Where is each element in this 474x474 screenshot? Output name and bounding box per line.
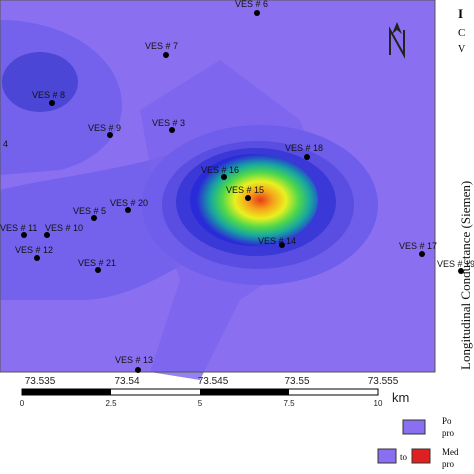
ves-label: VES # 17 <box>399 241 437 251</box>
ves-label: VES # 13 <box>115 355 153 365</box>
ves-label: VES # 10 <box>45 223 83 233</box>
legend-swatch <box>402 419 426 435</box>
ves-dot <box>135 367 141 373</box>
scale-label: 10 <box>374 399 383 408</box>
ves-dot <box>169 127 175 133</box>
scale-label: 0 <box>20 399 25 408</box>
scale-bar: 0 2.5 5 7.5 10 km <box>20 388 409 408</box>
ves-dot <box>254 10 260 16</box>
legend-swatch <box>377 448 397 464</box>
ves-dot <box>125 207 131 213</box>
corner-text: C <box>458 27 465 39</box>
x-tick-label: 73.54 <box>114 376 139 387</box>
ves-label: VES # 19 <box>437 259 474 269</box>
ves-dot <box>163 52 169 58</box>
legend-text: pro <box>442 459 454 469</box>
x-tick-label: 73.55 <box>284 376 309 387</box>
edge-label: 4 <box>3 139 8 149</box>
ves-label: VES # 9 <box>88 123 121 133</box>
legend-text: pro <box>442 428 454 438</box>
legend-title: Longitudinal Conductance (Siemen) <box>458 181 473 370</box>
contour-map <box>0 0 436 380</box>
scale-label: 5 <box>198 399 203 408</box>
legend: I C V Longitudinal Conductance (Siemen) … <box>377 6 473 469</box>
ves-label: VES # 14 <box>258 236 296 246</box>
ves-label: VES # 6 <box>235 0 268 9</box>
scale-label: 2.5 <box>105 399 117 408</box>
ves-dot <box>49 100 55 106</box>
ves-label: VES # 21 <box>78 258 116 268</box>
ves-label: VES # 8 <box>32 90 65 100</box>
ves-dot <box>107 132 113 138</box>
ves-dot <box>91 215 97 221</box>
ves-dot <box>245 195 251 201</box>
ves-dot <box>304 154 310 160</box>
ves-dot <box>34 255 40 261</box>
ves-dot <box>95 267 101 273</box>
x-tick-label: 73.545 <box>198 376 229 387</box>
ves-dot <box>44 232 50 238</box>
scale-unit: km <box>392 390 409 405</box>
ves-label: VES # 15 <box>226 185 264 195</box>
legend-text: Med <box>442 447 459 457</box>
north-arrow <box>389 22 405 59</box>
ves-label: VES # 11 <box>0 223 37 233</box>
ves-dot <box>458 268 464 274</box>
ves-label: VES # 12 <box>15 245 53 255</box>
ves-points: VES # 6 VES # 7 VES # 8 VES # 9 VES # 3 … <box>0 0 474 373</box>
corner-text: I <box>458 6 463 21</box>
ves-dot <box>221 174 227 180</box>
ves-label: VES # 5 <box>73 206 106 216</box>
x-tick-label: 73.535 <box>25 376 56 387</box>
legend-text: Po <box>442 416 452 426</box>
x-tick-label: 73.555 <box>368 376 399 387</box>
ves-label: VES # 3 <box>152 118 185 128</box>
ves-dot <box>279 242 285 248</box>
legend-text: to <box>400 452 408 462</box>
corner-text: V <box>458 44 466 55</box>
ves-dot <box>419 251 425 257</box>
ves-label: VES # 20 <box>110 198 148 208</box>
ves-label: VES # 7 <box>145 41 178 51</box>
legend-swatch <box>411 448 431 464</box>
scale-label: 7.5 <box>283 399 295 408</box>
ves-label: VES # 18 <box>285 143 323 153</box>
ves-label: VES # 16 <box>201 165 239 175</box>
x-axis: 73.535 73.54 73.545 73.55 73.555 <box>25 376 399 387</box>
ves-dot <box>21 232 27 238</box>
